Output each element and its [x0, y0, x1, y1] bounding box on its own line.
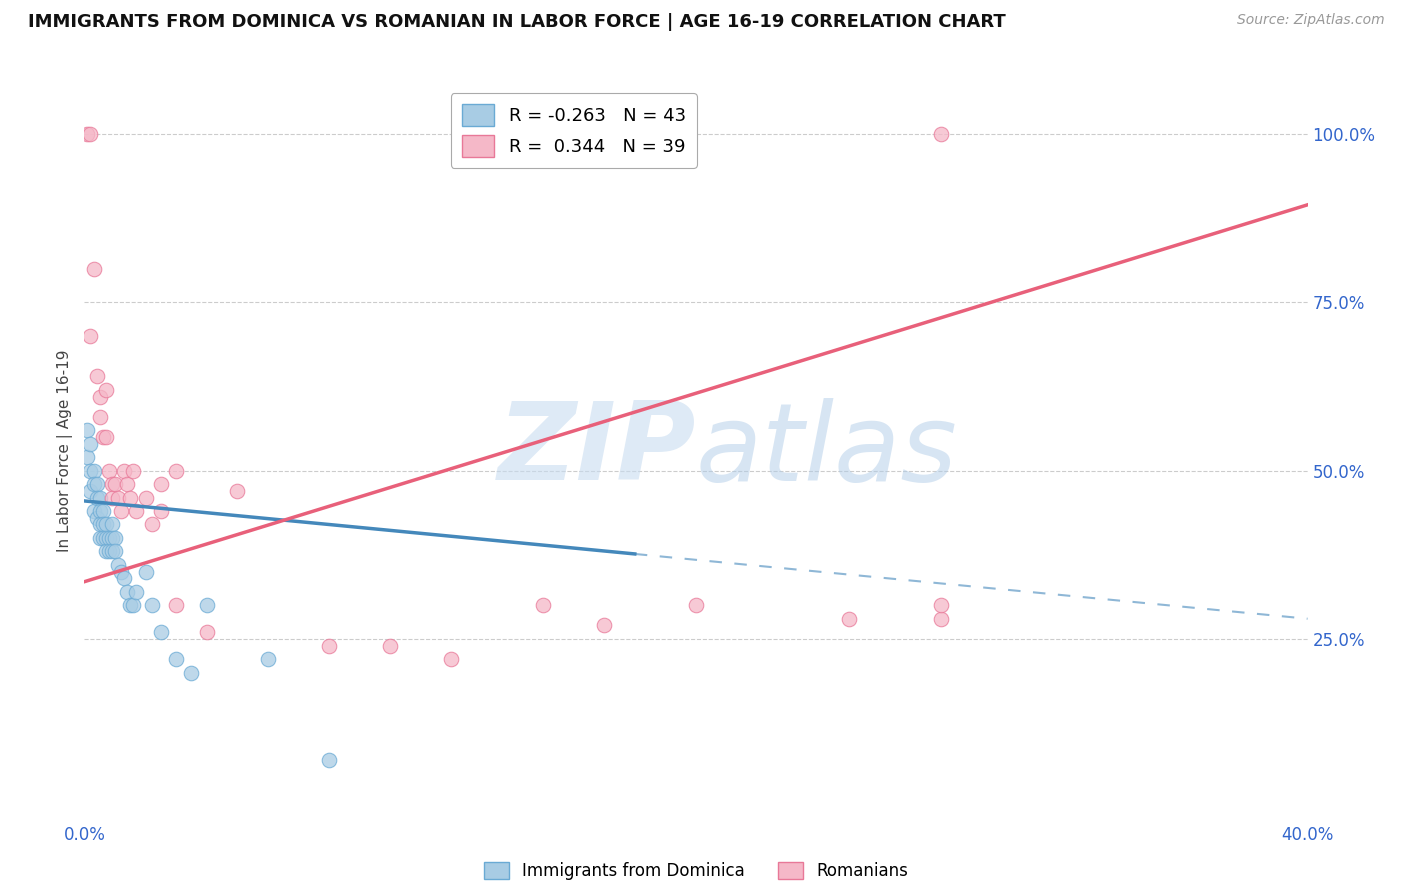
- Point: [89, 491, 111, 505]
- Point: [94, 531, 117, 545]
- Point: [86, 369, 108, 384]
- Point: [380, 639, 402, 653]
- Point: [76, 450, 98, 465]
- Point: [83, 261, 105, 276]
- Point: [149, 504, 172, 518]
- Point: [94, 517, 117, 532]
- Point: [101, 531, 124, 545]
- Point: [101, 517, 124, 532]
- Point: [929, 127, 952, 141]
- Point: [97, 464, 120, 478]
- Point: [318, 639, 340, 653]
- Point: [79, 329, 101, 343]
- Point: [83, 477, 105, 491]
- Point: [86, 477, 108, 491]
- Point: [91, 531, 114, 545]
- Point: [195, 599, 218, 613]
- Point: [83, 464, 105, 478]
- Point: [101, 477, 124, 491]
- Point: [104, 477, 127, 491]
- Point: [107, 491, 129, 505]
- Point: [91, 430, 114, 444]
- Point: [115, 584, 138, 599]
- Point: [929, 612, 952, 626]
- Point: [110, 504, 132, 518]
- Point: [149, 477, 172, 491]
- Text: ZIP: ZIP: [498, 398, 696, 503]
- Point: [89, 409, 111, 424]
- Point: [440, 652, 463, 666]
- Point: [112, 571, 135, 585]
- Point: [104, 544, 127, 558]
- Point: [76, 127, 98, 141]
- Point: [838, 612, 860, 626]
- Point: [226, 483, 249, 498]
- Point: [89, 504, 111, 518]
- Text: Source: ZipAtlas.com: Source: ZipAtlas.com: [1237, 13, 1385, 28]
- Legend: Immigrants from Dominica, Romanians: Immigrants from Dominica, Romanians: [477, 855, 915, 887]
- Point: [685, 599, 707, 613]
- Y-axis label: In Labor Force | Age 16-19: In Labor Force | Age 16-19: [58, 349, 73, 552]
- Point: [101, 491, 124, 505]
- Point: [165, 652, 187, 666]
- Point: [86, 510, 108, 524]
- Point: [180, 665, 202, 680]
- Point: [125, 504, 148, 518]
- Point: [79, 436, 101, 450]
- Point: [112, 464, 135, 478]
- Point: [79, 464, 101, 478]
- Point: [107, 558, 129, 572]
- Point: [120, 599, 142, 613]
- Point: [94, 383, 117, 397]
- Point: [89, 517, 111, 532]
- Point: [97, 531, 120, 545]
- Point: [79, 483, 101, 498]
- Point: [101, 544, 124, 558]
- Point: [91, 504, 114, 518]
- Point: [165, 464, 187, 478]
- Point: [122, 464, 145, 478]
- Point: [76, 423, 98, 437]
- Point: [165, 599, 187, 613]
- Point: [593, 618, 616, 632]
- Point: [135, 491, 157, 505]
- Point: [257, 652, 280, 666]
- Point: [89, 531, 111, 545]
- Point: [110, 565, 132, 579]
- Point: [125, 584, 148, 599]
- Point: [79, 127, 101, 141]
- Point: [89, 390, 111, 404]
- Point: [120, 491, 142, 505]
- Point: [531, 599, 554, 613]
- Point: [141, 517, 163, 532]
- Point: [97, 544, 120, 558]
- Point: [135, 565, 157, 579]
- Point: [86, 491, 108, 505]
- Point: [141, 599, 163, 613]
- Point: [318, 753, 340, 767]
- Point: [94, 430, 117, 444]
- Point: [115, 477, 138, 491]
- Point: [104, 531, 127, 545]
- Point: [929, 599, 952, 613]
- Point: [94, 544, 117, 558]
- Point: [149, 625, 172, 640]
- Point: [122, 599, 145, 613]
- Point: [91, 517, 114, 532]
- Text: atlas: atlas: [696, 398, 957, 503]
- Text: IMMIGRANTS FROM DOMINICA VS ROMANIAN IN LABOR FORCE | AGE 16-19 CORRELATION CHAR: IMMIGRANTS FROM DOMINICA VS ROMANIAN IN …: [28, 13, 1005, 31]
- Point: [83, 504, 105, 518]
- Point: [195, 625, 218, 640]
